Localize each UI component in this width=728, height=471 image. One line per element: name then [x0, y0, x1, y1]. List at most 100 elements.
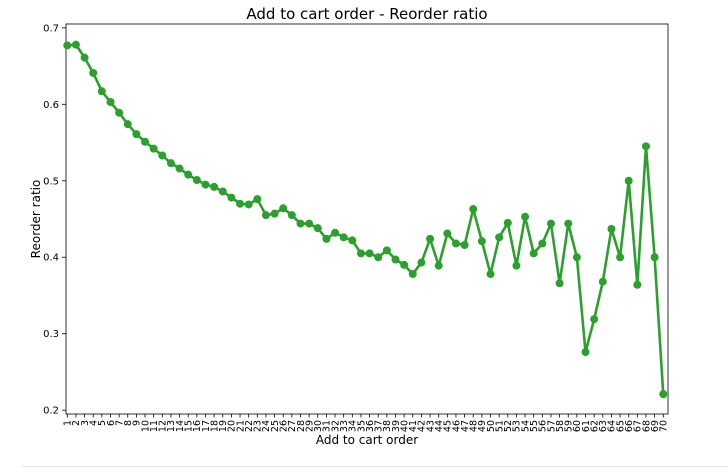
data-point: [538, 239, 547, 248]
x-tick-label: 10: [140, 420, 151, 432]
x-tick-label: 18: [209, 420, 220, 432]
data-point: [348, 236, 357, 245]
x-axis: 1234567891011121314151617181920212223242…: [63, 414, 670, 432]
x-tick-label: 49: [477, 420, 488, 432]
data-point: [184, 170, 193, 179]
data-point: [149, 144, 158, 153]
data-point: [313, 224, 322, 233]
x-tick-label: 39: [391, 420, 402, 432]
data-point: [331, 228, 340, 237]
data-point: [451, 239, 460, 248]
x-tick-label: 1: [63, 420, 74, 426]
data-point: [624, 176, 633, 185]
x-tick-label: 56: [538, 420, 549, 432]
x-tick-label: 37: [374, 420, 385, 432]
series-group: [63, 40, 668, 399]
x-tick-label: 41: [408, 420, 419, 432]
x-tick-label: 31: [322, 420, 333, 432]
data-point: [192, 176, 201, 184]
x-tick-label: 12: [158, 420, 169, 432]
x-tick-label: 27: [287, 420, 298, 432]
data-point: [166, 159, 175, 168]
data-point: [391, 255, 400, 264]
data-point: [486, 270, 495, 279]
data-point: [572, 253, 581, 262]
x-tick-label: 22: [244, 420, 255, 432]
x-tick-label: 58: [555, 420, 566, 432]
data-point: [503, 218, 512, 227]
y-tick-label: 0.5: [43, 176, 59, 187]
data-point: [546, 219, 555, 228]
data-point: [374, 253, 383, 262]
x-tick-label: 60: [572, 420, 583, 432]
data-point: [659, 390, 668, 399]
data-point: [141, 137, 150, 146]
y-tick-label: 0.7: [43, 23, 59, 34]
x-axis-label: Add to cart order: [316, 433, 418, 447]
data-point: [63, 41, 72, 50]
x-tick-label: 32: [330, 420, 341, 432]
x-tick-label: 8: [123, 420, 134, 426]
data-point: [641, 142, 650, 151]
data-point: [244, 200, 253, 209]
x-tick-label: 33: [339, 420, 350, 432]
x-tick-label: 34: [348, 420, 359, 432]
data-point: [477, 237, 486, 246]
x-tick-label: 44: [434, 420, 445, 432]
x-tick-label: 21: [235, 420, 246, 432]
data-point: [417, 258, 426, 267]
y-tick-label: 0.2: [43, 406, 59, 417]
bottom-divider: [22, 466, 728, 467]
x-tick-label: 50: [486, 420, 497, 432]
data-point: [123, 120, 132, 129]
x-tick-label: 4: [89, 420, 100, 426]
y-tick-label: 0.6: [43, 100, 59, 111]
y-tick-label: 0.4: [43, 253, 59, 264]
x-tick-label: 69: [650, 420, 661, 432]
x-tick-label: 9: [132, 420, 143, 426]
data-point: [521, 212, 530, 221]
data-point: [616, 253, 625, 262]
data-point: [460, 241, 469, 249]
x-tick-label: 25: [270, 420, 281, 432]
x-tick-label: 57: [546, 420, 557, 432]
data-point: [633, 280, 642, 289]
x-tick-label: 36: [365, 420, 376, 432]
x-tick-label: 26: [279, 420, 290, 432]
data-point: [106, 98, 115, 106]
data-point: [443, 229, 452, 238]
x-tick-label: 14: [175, 420, 186, 432]
x-tick-label: 23: [253, 420, 264, 432]
data-point: [279, 204, 288, 213]
data-point: [529, 249, 538, 258]
series-line: [67, 43, 665, 395]
x-tick-label: 64: [607, 420, 618, 432]
x-tick-label: 51: [494, 420, 505, 432]
x-tick-label: 43: [425, 420, 436, 432]
data-point: [356, 249, 365, 258]
x-tick-label: 16: [192, 420, 203, 432]
x-tick-label: 5: [97, 420, 108, 426]
data-point: [71, 40, 80, 49]
data-point: [590, 315, 599, 324]
x-tick-label: 67: [633, 420, 644, 432]
x-tick-label: 11: [149, 420, 160, 432]
x-tick-label: 52: [503, 420, 514, 432]
x-tick-label: 40: [399, 420, 410, 432]
x-tick-label: 30: [313, 420, 324, 432]
x-tick-label: 29: [304, 420, 315, 432]
x-tick-label: 19: [218, 420, 229, 432]
data-point: [365, 249, 374, 258]
data-point: [270, 209, 279, 218]
x-tick-label: 68: [641, 420, 652, 432]
data-point: [210, 182, 219, 191]
data-point: [236, 199, 245, 208]
data-point: [97, 87, 106, 96]
x-tick-label: 28: [296, 420, 307, 432]
data-point: [201, 180, 210, 189]
data-point: [426, 234, 435, 243]
data-point: [382, 246, 391, 255]
x-tick-label: 47: [460, 420, 471, 432]
x-tick-label: 13: [166, 420, 177, 432]
y-tick-label: 0.3: [43, 329, 59, 340]
